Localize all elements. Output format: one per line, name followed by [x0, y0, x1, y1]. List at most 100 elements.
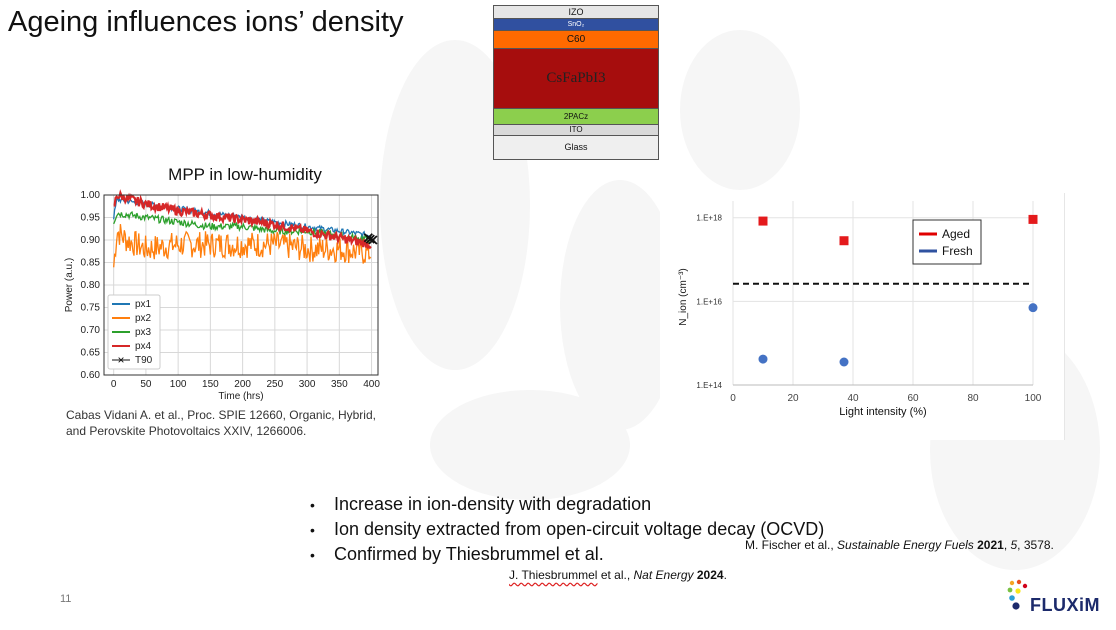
legend-label: Fresh: [942, 244, 973, 258]
layer-ito: ITO: [494, 125, 658, 136]
logo-dot: [1022, 583, 1028, 589]
x-tick-label: 250: [267, 379, 284, 390]
thiesbrummel-end: .: [723, 568, 727, 582]
fischer-ref-pages: , 3578.: [1017, 538, 1054, 552]
layer-sno2: SnO₂: [494, 19, 658, 31]
x-tick-label: 20: [787, 393, 799, 404]
series-line-px2: [113, 224, 372, 268]
x-tick-label: 150: [202, 379, 219, 390]
bullet-text: Increase in ion-density with degradation: [334, 494, 652, 514]
y-tick-label: 1.E+16: [696, 297, 722, 306]
fluxim-logo-icon: [1007, 579, 1028, 610]
thiesbrummel-author: J. Thiesbrummel: [509, 568, 598, 582]
legend-box: [912, 219, 982, 265]
x-tick-label: 40: [847, 393, 859, 404]
y-axis-label: Power (a.u.): [64, 258, 75, 312]
data-point-fresh: [758, 354, 768, 364]
y-tick-label: 1.E+14: [696, 381, 722, 390]
thiesbrummel-year: 2024: [693, 568, 724, 582]
y-tick-label: 0.75: [81, 303, 101, 314]
legend-label: px1: [135, 299, 152, 310]
mpp-reference-line2: and Perovskite Photovoltaics XXIV, 12660…: [66, 424, 307, 438]
layer-label: ITO: [569, 125, 583, 134]
bullet-item: • Confirmed by Thiesbrummel et al.: [310, 544, 604, 564]
thiesbrummel-journal: Nat Energy: [633, 568, 694, 582]
fluxim-logo-text: FLUXiM: [1030, 595, 1100, 615]
mpp-reference-author: Cabas Vidani A. et al.,: [66, 408, 184, 422]
legend-label: px3: [135, 327, 152, 338]
fischer-ref-sep: ,: [1003, 538, 1011, 552]
mpp-reference-rest: Proc. SPIE 12660, Organic, Hybrid,: [183, 408, 376, 422]
layer-label: IZO: [568, 7, 584, 17]
mpp-chart: 0 50 100 150 200 250 300 350 400 0.60 0.65 0.70 0.75…: [64, 189, 380, 402]
bullet-text: Ion density extracted from open-circuit …: [334, 519, 825, 539]
legend-label: px4: [135, 341, 152, 352]
logo-dot: [1015, 588, 1021, 594]
series-line-px4: [113, 189, 372, 250]
x-tick-label: 300: [299, 379, 316, 390]
t90-marker: [368, 235, 378, 245]
thiesbrummel-reference: J. Thiesbrummel et al., Nat Energy 2024.: [509, 568, 727, 582]
x-tick-label: 0: [730, 393, 736, 404]
y-tick-label: 0.90: [81, 235, 101, 246]
t90-marker: [365, 234, 375, 244]
bullet-item: • Increase in ion-density with degradatio…: [310, 494, 652, 514]
x-axis-label: Light intensity (%): [839, 406, 926, 418]
data-point-aged: [1028, 214, 1038, 224]
layer-izo: IZO: [494, 6, 658, 19]
layer-2pacz: 2PACz: [494, 109, 658, 125]
x-tick-label: 100: [1025, 393, 1042, 404]
x-tick-label: 60: [907, 393, 919, 404]
page-number: 11: [60, 593, 72, 605]
fischer-reference: M. Fischer et al., Sustainable Energy Fu…: [745, 538, 1054, 552]
layer-perovskite: CsFaPbI3: [494, 49, 658, 109]
y-tick-label: 1.E+18: [696, 214, 722, 223]
device-stack-diagram: IZO SnO₂ C60 CsFaPbI3 2PACz ITO Glass: [493, 5, 659, 160]
fischer-ref-journal: Sustainable Energy Fuels: [837, 538, 974, 552]
slide-title: Ageing influences ions’ density: [8, 6, 404, 38]
y-tick-label: 0.85: [81, 258, 101, 269]
logo-dot: [1009, 580, 1015, 586]
legend-marker: ×: [117, 353, 124, 367]
x-tick-label: 200: [234, 379, 251, 390]
layer-glass: Glass: [494, 136, 658, 159]
layer-label: C60: [566, 34, 586, 45]
layer-label: SnO₂: [567, 21, 585, 28]
layer-label: 2PACz: [563, 112, 589, 121]
bullet-list: • Increase in ion-density with degradatio…: [310, 492, 824, 567]
data-point-aged: [758, 216, 768, 226]
layer-label: CsFaPbI3: [546, 70, 606, 86]
legend-label: T90: [135, 355, 153, 366]
y-tick-label: 1.00: [81, 190, 101, 201]
logo-dot: [1007, 587, 1013, 593]
legend-label: px2: [135, 313, 152, 324]
legend-label: Aged: [942, 227, 970, 241]
bullet-item: • Ion density extracted from open-circuit…: [310, 519, 825, 539]
x-tick-label: 350: [331, 379, 348, 390]
data-point-fresh: [839, 357, 849, 367]
x-tick-label: 100: [170, 379, 187, 390]
fischer-ref-volume: 5: [1010, 538, 1018, 552]
layer-c60: C60: [494, 31, 658, 49]
layer-label: Glass: [564, 142, 588, 152]
logo-dot: [1016, 579, 1022, 585]
data-point-fresh: [1028, 303, 1038, 313]
y-tick-label: 0.65: [81, 348, 101, 359]
legend-box: [107, 294, 161, 370]
logo-dot: [1009, 595, 1015, 601]
y-tick-label: 0.60: [81, 370, 101, 381]
x-tick-label: 80: [967, 393, 979, 404]
fischer-ref-year: 2021: [973, 538, 1004, 552]
y-axis-label: N_ion (cm⁻³): [678, 268, 689, 326]
ion-density-chart-panel: 0 20 40 60 80 100 1.E+14 1.E+16 1.E+18 Aged Fresh L…: [660, 193, 1065, 440]
plot-frame: [103, 194, 379, 376]
x-axis-label: Time (hrs): [218, 391, 263, 402]
mpp-chart-title: MPP in low-humidity: [168, 165, 322, 184]
thiesbrummel-rest: et al.,: [597, 568, 634, 582]
logo-dot: [1012, 602, 1020, 610]
ion-density-chart: 0 20 40 60 80 100 1.E+14 1.E+16 1.E+18 Aged Fresh L…: [678, 201, 1042, 418]
x-tick-label: 400: [363, 379, 380, 390]
x-tick-label: 50: [140, 379, 152, 390]
t90-marker-stroke: [368, 235, 378, 245]
mpp-chart-panel: MPP in low-humidity 0 50 100 150 200 250 300 35…: [58, 163, 388, 413]
